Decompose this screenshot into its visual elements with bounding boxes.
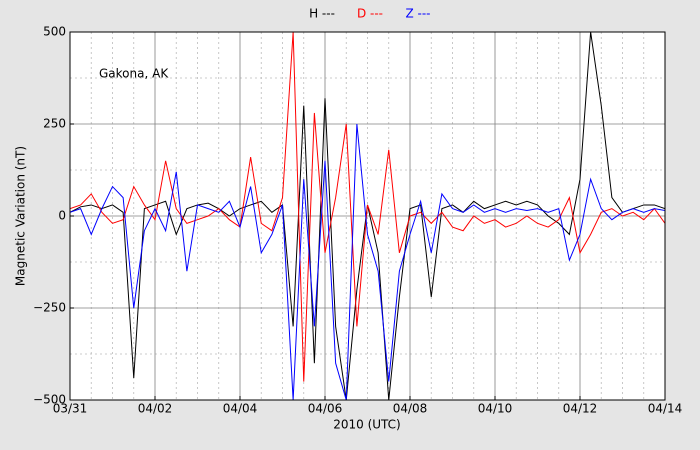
series-line <box>70 123 665 400</box>
x-tick-label: 04/04 <box>223 402 258 416</box>
x-tick-label: 04/12 <box>563 402 598 416</box>
x-tick-label: 04/14 <box>648 402 683 416</box>
y-axis-label: Magnetic Variation (nT) <box>14 146 28 286</box>
x-tick-label: 03/31 <box>53 402 88 416</box>
x-tick-label: 04/02 <box>138 402 173 416</box>
legend-entry: H --- <box>309 7 335 21</box>
series-line <box>70 32 665 382</box>
annotation: Gakona, AK <box>99 67 169 81</box>
legend-entry: D --- <box>357 7 383 21</box>
legend-entry: Z --- <box>405 7 430 21</box>
lines <box>70 32 665 400</box>
x-tick-label: 04/10 <box>478 402 513 416</box>
y-tick-label: 250 <box>43 117 66 131</box>
y-tick-label: −500 <box>33 393 66 407</box>
x-tick-label: 04/08 <box>393 402 428 416</box>
y-tick-label: 0 <box>58 209 66 223</box>
y-tick-label: −250 <box>33 301 66 315</box>
y-tick-label: 500 <box>43 25 66 39</box>
x-tick-label: 04/06 <box>308 402 343 416</box>
x-axis-label: 2010 (UTC) <box>333 418 401 432</box>
